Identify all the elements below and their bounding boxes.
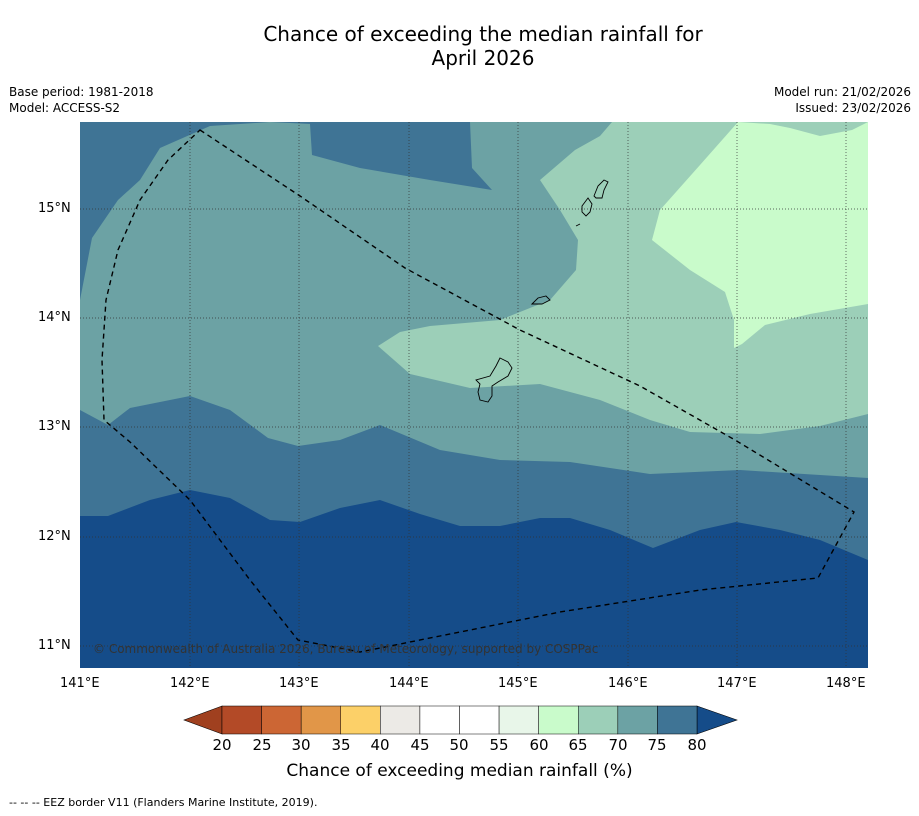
lon-tick-144E: 144°E bbox=[389, 676, 429, 691]
copyright-text: © Commonwealth of Australia 2026, Bureau… bbox=[93, 642, 598, 656]
lat-tick-11N: 11°N bbox=[38, 638, 71, 653]
colorbar-segment-75 bbox=[657, 705, 698, 735]
meta-left: Base period: 1981-2018 Model: ACCESS-S2 bbox=[9, 84, 154, 116]
colorbar-segment-60 bbox=[538, 705, 579, 735]
map-area bbox=[80, 122, 868, 668]
colorbar-tick-75: 75 bbox=[647, 736, 667, 754]
colorbar bbox=[183, 705, 738, 735]
gridlines bbox=[80, 122, 868, 668]
lon-tick-148E: 148°E bbox=[826, 676, 866, 691]
lon-tick-146E: 146°E bbox=[608, 676, 648, 691]
colorbar-tick-45: 45 bbox=[410, 736, 430, 754]
base-period: Base period: 1981-2018 bbox=[9, 85, 154, 99]
colorbar-segment-70 bbox=[617, 705, 658, 735]
colorbar-segment-35 bbox=[340, 705, 381, 735]
island-guam bbox=[475, 357, 513, 403]
colorbar-segment-30 bbox=[300, 705, 341, 735]
colorbar-over-arrow bbox=[696, 705, 738, 735]
colorbar-segment-40 bbox=[380, 705, 421, 735]
lon-tick-143E: 143°E bbox=[279, 676, 319, 691]
colorbar-tick-30: 30 bbox=[291, 736, 311, 754]
lat-tick-14N: 14°N bbox=[38, 310, 71, 325]
title-line-2: April 2026 bbox=[431, 46, 535, 70]
colorbar-tick-20: 20 bbox=[212, 736, 232, 754]
lat-tick-15N: 15°N bbox=[38, 201, 71, 216]
lat-tick-13N: 13°N bbox=[38, 419, 71, 434]
colorbar-under-arrow bbox=[183, 705, 223, 735]
model-run: Model run: 21/02/2026 bbox=[773, 85, 911, 99]
zone-60-65 bbox=[652, 122, 868, 348]
colorbar-tick-60: 60 bbox=[529, 736, 549, 754]
colorbar-segment-20 bbox=[221, 705, 262, 735]
colorbar-label: Chance of exceeding median rainfall (%) bbox=[286, 761, 633, 781]
meta-right: Model run: 21/02/2026 Issued: 23/02/2026 bbox=[774, 84, 911, 116]
island-saipan bbox=[593, 179, 609, 199]
colorbar-tick-50: 50 bbox=[449, 736, 469, 754]
colorbar-tick-35: 35 bbox=[331, 736, 351, 754]
lat-tick-12N: 12°N bbox=[38, 529, 71, 544]
islands bbox=[475, 179, 609, 403]
island-tinian bbox=[581, 197, 593, 217]
colorbar-segment-25 bbox=[261, 705, 302, 735]
lon-tick-145E: 145°E bbox=[498, 676, 538, 691]
colorbar-segment-50 bbox=[459, 705, 500, 735]
issued-date: Issued: 23/02/2026 bbox=[795, 101, 911, 115]
colorbar-segment-55 bbox=[498, 705, 539, 735]
colorbar-tick-55: 55 bbox=[489, 736, 509, 754]
colorbar-tick-70: 70 bbox=[608, 736, 628, 754]
colorbar-segment-65 bbox=[578, 705, 619, 735]
colorbar-tick-25: 25 bbox=[252, 736, 272, 754]
island-rota bbox=[530, 295, 551, 305]
colorbar-segment-45 bbox=[419, 705, 460, 735]
colorbar-tick-65: 65 bbox=[568, 736, 588, 754]
colorbar-tick-40: 40 bbox=[370, 736, 390, 754]
footnote-eez: -- -- -- EEZ border V11 (Flanders Marine… bbox=[9, 796, 318, 809]
chart-title: Chance of exceeding the median rainfall … bbox=[0, 22, 919, 70]
title-line-1: Chance of exceeding the median rainfall … bbox=[263, 22, 703, 46]
model-name: Model: ACCESS-S2 bbox=[9, 101, 121, 115]
colorbar-tick-80: 80 bbox=[687, 736, 707, 754]
lon-tick-142E: 142°E bbox=[170, 676, 210, 691]
eez-border bbox=[101, 129, 855, 653]
island-aguijan bbox=[575, 223, 581, 227]
lon-tick-147E: 147°E bbox=[717, 676, 757, 691]
lon-tick-141E: 141°E bbox=[60, 676, 100, 691]
zone-75-80-north bbox=[80, 122, 492, 300]
zone-80-plus bbox=[80, 490, 868, 668]
